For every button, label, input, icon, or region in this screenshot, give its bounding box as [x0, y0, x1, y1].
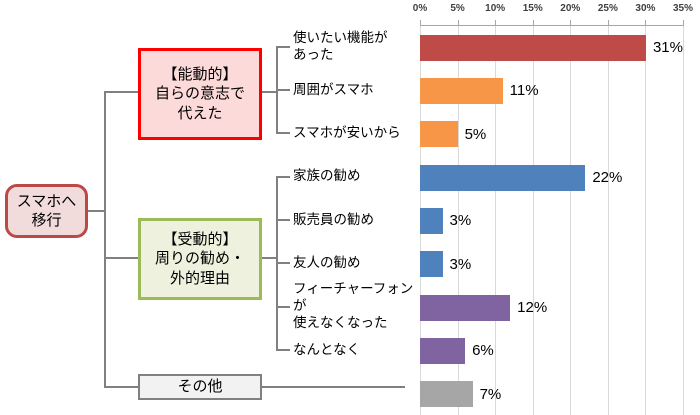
bar-value-label: 3%	[449, 212, 472, 230]
group-node-passive: 【受動的】 周りの勧め・ 外的理由	[138, 218, 262, 300]
group-node-active: 【能動的】 自らの意志で 代えた	[138, 48, 262, 140]
axis-tick-mark	[570, 20, 572, 26]
category-row: 使いたい機能が あった	[276, 25, 420, 68]
gridline	[607, 26, 609, 415]
root-node-smartphone-migration: スマホへ 移行	[5, 184, 88, 238]
bar-value-label: 22%	[592, 169, 623, 187]
axis-tick-label: 25%	[597, 3, 618, 14]
axis-tick-mark	[645, 20, 647, 26]
gridline	[495, 26, 497, 415]
bar-row: 22%	[420, 156, 683, 199]
category-row: なんとなく	[276, 328, 420, 371]
connector-trunk-to-active	[104, 91, 138, 93]
bar-value-label: 11%	[509, 82, 539, 100]
connector-root-to-trunk	[88, 210, 104, 212]
branch-tick-line	[276, 262, 290, 265]
bar-value-label: 12%	[517, 299, 548, 317]
gridline	[683, 26, 684, 415]
branch-tick-line	[276, 88, 290, 91]
axis-tick-label: 20%	[560, 3, 581, 14]
bar-passive	[420, 251, 443, 278]
axis-tick-mark	[607, 20, 609, 26]
connector-active-to-subtrunk	[262, 91, 277, 93]
axis-tick-label: 5%	[450, 3, 465, 14]
bar-row: 3%	[420, 199, 683, 242]
axis-tick-labels: 0% 5% 10% 15% 20% 25% 30% 35%	[413, 3, 693, 19]
bar-row: 3%	[420, 243, 683, 286]
group-node-other: その他	[138, 374, 262, 400]
connector-other-to-chart	[262, 386, 405, 388]
category-label: なんとなく	[293, 341, 361, 357]
bar-row: 12%	[420, 286, 683, 329]
axis-tick-mark	[532, 20, 534, 26]
category-row: 周囲がスマホ	[276, 68, 420, 111]
axis-tick-mark	[683, 20, 684, 26]
bar-other	[420, 381, 473, 408]
bar-rows: 31% 11% 5% 22% 3% 3% 12% 6% 7%	[420, 26, 683, 415]
bar-passive	[420, 207, 443, 234]
plot-area: 31% 11% 5% 22% 3% 3% 12% 6% 7%	[420, 20, 684, 415]
bar-value-label: 6%	[472, 342, 494, 360]
bar-value-label: 3%	[449, 255, 472, 273]
connector-trunk-vertical	[104, 91, 106, 388]
branch-tick-line	[276, 305, 290, 308]
axis-tick-label: 35%	[672, 3, 694, 14]
gridline	[570, 26, 572, 415]
category-row: スマホが安いから	[276, 112, 420, 155]
branch-tick-line	[276, 132, 290, 135]
category-row: 販売員の勧め	[276, 198, 420, 241]
category-row: フィーチャーフォンが 使えなくなった	[276, 281, 420, 330]
gridline	[532, 26, 534, 415]
connector-trunk-to-other	[104, 386, 138, 388]
category-row: 家族の勧め	[276, 155, 420, 198]
gridline	[645, 26, 647, 415]
bar-row: 31%	[420, 26, 683, 69]
bar-row: 6%	[420, 329, 683, 372]
bar-active	[420, 34, 646, 61]
category-label: 販売員の勧め	[293, 211, 374, 227]
bar-row: 5%	[420, 113, 683, 156]
category-labels-column: 使いたい機能が あった周囲がスマホスマホが安いから 家族の勧め販売員の勧め 友人の勧…	[276, 25, 420, 415]
branch-tick-line	[276, 348, 290, 351]
bar-value-label: 7%	[479, 385, 502, 403]
bar-row: 7%	[420, 373, 683, 415]
category-label: 友人の勧め	[293, 254, 361, 270]
bar-passive	[420, 337, 466, 364]
category-label: スマホが安いから	[293, 124, 401, 140]
gridline	[457, 26, 459, 415]
axis-tick-label: 30%	[635, 3, 656, 14]
category-label: 家族の勧め	[293, 168, 361, 184]
axis-tick-mark	[457, 20, 459, 26]
category-row: 友人の勧め	[276, 242, 420, 285]
branch-tick-line	[276, 45, 290, 48]
axis-tick-mark	[420, 20, 421, 26]
branch-tick-line	[276, 175, 290, 178]
axis-tick-label: 15%	[522, 3, 543, 14]
bar-active	[420, 121, 458, 148]
connector-passive-to-subtrunk	[262, 257, 277, 259]
bar-passive	[420, 294, 511, 321]
bar-value-label: 31%	[652, 39, 683, 57]
category-label: 使いたい機能が あった	[293, 29, 388, 62]
axis-tick-label: 10%	[485, 3, 506, 14]
axis-tick-mark	[495, 20, 497, 26]
bar-row: 11%	[420, 69, 683, 112]
axis-tick-label: 0%	[412, 3, 428, 14]
category-label: フィーチャーフォンが 使えなくなった	[293, 281, 414, 331]
connector-trunk-to-passive	[104, 257, 138, 259]
category-label: 周囲がスマホ	[293, 81, 374, 97]
bar-value-label: 5%	[464, 125, 487, 143]
bar-active	[420, 77, 503, 104]
bar-passive	[420, 164, 586, 191]
branch-tick-line	[276, 218, 290, 221]
